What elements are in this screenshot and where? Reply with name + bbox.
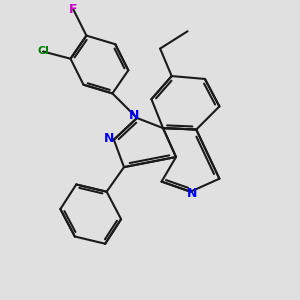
Text: N: N (104, 132, 115, 145)
Text: F: F (69, 3, 78, 16)
Text: Cl: Cl (37, 46, 49, 56)
Text: N: N (187, 187, 197, 200)
Text: N: N (129, 109, 139, 122)
